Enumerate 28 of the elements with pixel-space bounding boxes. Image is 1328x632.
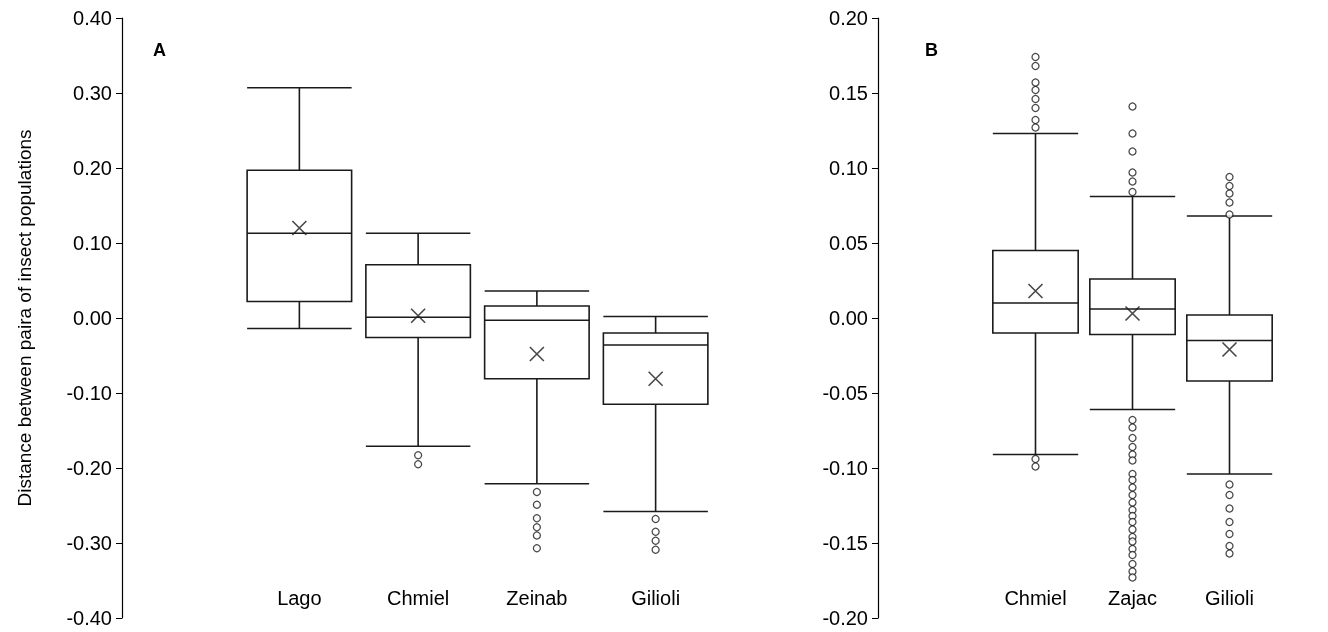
y-tick-label: 0.10 (829, 157, 868, 179)
x-tick-label: Gilioli (631, 587, 681, 609)
x-tick-label: Gilioli (1205, 587, 1254, 609)
y-tick-label: 0.15 (829, 82, 868, 104)
y-tick-label: 0.40 (73, 7, 112, 29)
y-tick-label: 0.00 (829, 307, 868, 329)
y-tick-label: -0.30 (66, 532, 112, 554)
y-tick-label: -0.05 (822, 382, 868, 404)
text: B (925, 40, 938, 60)
y-tick-label: 0.00 (73, 307, 112, 329)
x-tick-label: Zajac (1108, 587, 1157, 609)
x-tick-label: Zeinab (506, 587, 568, 609)
y-tick-label: 0.20 (73, 157, 112, 179)
y-tick-label: -0.10 (66, 382, 112, 404)
y-tick-label: -0.40 (66, 607, 112, 629)
y-tick-label: -0.15 (822, 532, 868, 554)
x-tick-label: Chmiel (1004, 587, 1067, 609)
x-tick-label: Chmiel (387, 587, 450, 609)
y-tick-label: -0.20 (822, 607, 868, 629)
y-axis-title: Distance between paira of insect populations (14, 129, 35, 507)
y-tick-label: -0.20 (66, 457, 112, 479)
y-tick-label: 0.10 (73, 232, 112, 254)
y-tick-label: 0.20 (829, 7, 868, 29)
y-tick-label: 0.30 (73, 82, 112, 104)
text: A (153, 40, 166, 60)
x-tick-label: Lago (277, 587, 322, 609)
y-tick-label: -0.10 (822, 457, 868, 479)
y-tick-label: 0.05 (829, 232, 868, 254)
